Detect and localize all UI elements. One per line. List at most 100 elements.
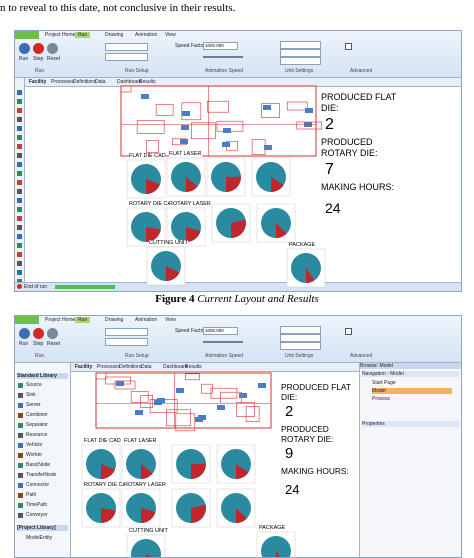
floor-plan-room	[155, 104, 174, 116]
pie-chart	[126, 493, 156, 523]
floor-plan-object	[182, 111, 190, 116]
speed-slider	[203, 341, 243, 343]
view-tab[interactable]: Facility	[75, 364, 93, 370]
run-button-label[interactable]: Reset	[47, 56, 61, 62]
library-item[interactable]: Separator	[26, 422, 48, 428]
library-item[interactable]: Connector	[26, 482, 50, 488]
ribbon-tab[interactable]: View	[165, 317, 176, 323]
view-tab[interactable]: Results	[185, 364, 202, 370]
library-item[interactable]: Sink	[26, 392, 36, 398]
ribbon-tab[interactable]: Project Home	[45, 32, 76, 38]
floor-plan-room	[191, 122, 216, 140]
run-button-label[interactable]: Step	[33, 56, 44, 62]
run-button-icon	[19, 328, 30, 339]
ribbon-tab[interactable]: Project Home	[45, 317, 76, 323]
ribbon-tab[interactable]: Run	[75, 317, 91, 323]
pie-frame	[126, 534, 166, 557]
view-tab[interactable]: Processes	[51, 79, 75, 85]
library-item[interactable]: Vehicle	[26, 442, 43, 448]
pie-slice	[186, 227, 201, 243]
pie-slice	[236, 464, 249, 479]
view-tab[interactable]: Definitions	[119, 364, 143, 370]
ribbon-tab[interactable]: Drawing	[105, 317, 124, 323]
run-button-label[interactable]: Run	[19, 341, 29, 347]
view-tab[interactable]: Data	[141, 364, 152, 370]
dashboard-label: ROTARY DIE:	[281, 434, 334, 445]
library-panel: Standard Library Source Sink Server Combiner…	[15, 363, 71, 557]
toolbar-icon	[17, 162, 22, 167]
floor-plan-room	[146, 140, 159, 153]
library-item[interactable]: Source	[26, 382, 42, 388]
library-item[interactable]: Conveyor	[26, 512, 48, 518]
library-icon	[18, 413, 23, 418]
unit-field	[280, 41, 321, 49]
app-menu-button	[15, 316, 39, 324]
dashboard-label: DIE:	[281, 392, 298, 403]
library-item[interactable]: Resource	[26, 432, 48, 438]
pie-frame	[121, 444, 161, 484]
tree-item[interactable]: Start Page	[372, 380, 396, 386]
floor-plan-object	[135, 410, 143, 415]
view-tab[interactable]: Processes	[97, 364, 121, 370]
pie-slice	[191, 463, 207, 479]
floor-plan-room	[236, 402, 255, 417]
run-button-label[interactable]: Run	[19, 56, 29, 62]
project-item[interactable]: ModelEntity	[26, 535, 53, 541]
view-tab[interactable]: Definitions	[73, 79, 97, 85]
project-library-title: [Project Library]	[17, 525, 68, 531]
toolbar-icon	[17, 270, 22, 275]
progress-bar	[55, 285, 115, 289]
view-tab[interactable]: Data	[95, 79, 106, 85]
floor-plan-room	[226, 140, 238, 151]
run-button-icon	[19, 43, 30, 54]
ribbon-tab[interactable]: View	[165, 32, 176, 38]
tree-item[interactable]: Model	[372, 388, 452, 394]
run-button-label[interactable]: Reset	[47, 341, 61, 347]
floor-plan-object	[195, 417, 203, 422]
library-item[interactable]: BasicNode	[26, 462, 51, 468]
ribbon-tab[interactable]: Animation	[135, 317, 158, 323]
floor-plan-object	[239, 393, 247, 398]
pie-slice	[166, 266, 180, 282]
library-item[interactable]: TimePath	[26, 502, 48, 508]
unit-field	[280, 342, 321, 350]
run-setup-field	[105, 328, 148, 336]
run-button-label[interactable]: Step	[33, 341, 44, 347]
ribbon-tab[interactable]: Drawing	[105, 32, 124, 38]
speed-factor-field[interactable]: 1000.000	[203, 327, 238, 335]
ribbon-group-label: Advanced	[350, 68, 373, 74]
library-item[interactable]: Combiner	[26, 412, 48, 418]
pie-chart	[291, 253, 321, 283]
floor-plan-room	[140, 395, 153, 408]
toolbar-icon	[17, 207, 22, 212]
ribbon-tab[interactable]: Run	[75, 32, 91, 38]
pie-chart	[131, 164, 161, 194]
floor-plan-room	[216, 120, 244, 132]
floor-plan-room	[251, 139, 266, 155]
tree-item[interactable]: Process	[372, 396, 391, 402]
library-icon	[18, 473, 23, 478]
unit-field	[280, 326, 321, 334]
pie-slice	[191, 504, 206, 523]
speed-factor-field[interactable]: 1000.000	[203, 42, 238, 50]
ribbon-tab[interactable]: Animation	[135, 32, 158, 38]
view-tab[interactable]: Results	[139, 79, 156, 85]
view-tab[interactable]: Dashboard	[117, 79, 142, 85]
run-button-icon	[47, 328, 58, 339]
library-item[interactable]: Server	[26, 402, 41, 408]
library-item[interactable]: Worker	[26, 452, 43, 458]
view-tab[interactable]: Dashboard	[163, 364, 188, 370]
floor-plan-object	[304, 122, 312, 127]
floor-plan-object	[180, 139, 188, 144]
pie-slice	[141, 508, 156, 524]
pie-chart	[256, 162, 286, 192]
run-button-icon	[33, 43, 44, 54]
view-tab[interactable]: Facility	[29, 79, 47, 85]
toolbar-icon	[17, 108, 22, 113]
library-item[interactable]: TransferNode	[26, 472, 57, 478]
pie-frame	[256, 203, 296, 243]
run-button-icon	[33, 328, 44, 339]
library-item[interactable]: Path	[26, 492, 37, 498]
floor-plan-room	[175, 413, 196, 432]
run-button-icon	[47, 43, 58, 54]
